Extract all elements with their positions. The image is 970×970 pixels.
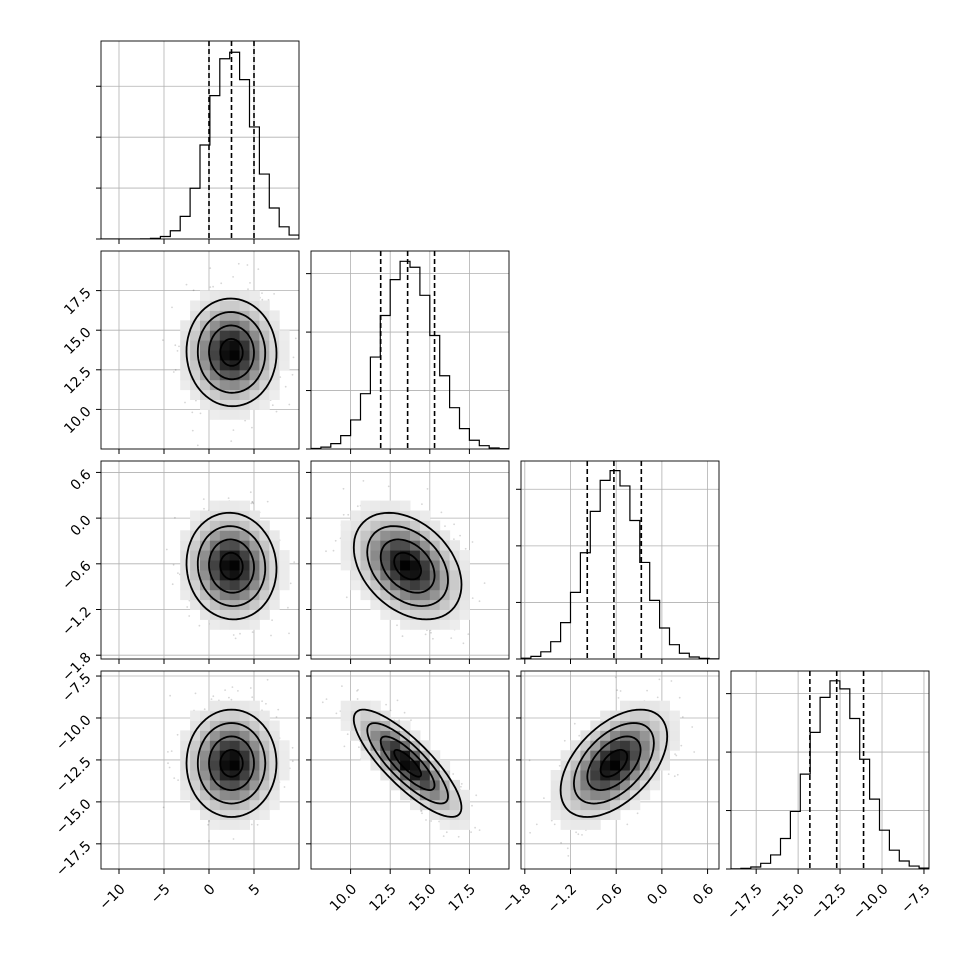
panel-frame	[310, 670, 510, 870]
contour-level-4	[185, 708, 278, 818]
contour-level-4	[559, 708, 669, 818]
x-tick-label: 15.0	[406, 881, 439, 914]
histogram-series	[731, 680, 929, 869]
density-blocks	[180, 500, 290, 630]
contour-level-4	[352, 708, 463, 818]
x-tick-label: −0.6	[590, 881, 625, 916]
contour-level-1	[393, 551, 423, 581]
panel-frame	[310, 250, 510, 450]
contour-level-4	[185, 297, 278, 408]
y-tick-label: 15.0	[61, 325, 94, 358]
contour-level-1	[219, 551, 244, 581]
x-tick-label: 5	[246, 881, 264, 899]
density-blocks	[340, 500, 470, 630]
x-tick-label: −17.5	[724, 881, 766, 923]
histogram-series	[101, 51, 299, 239]
contour-level-1	[219, 749, 244, 778]
x-tick-label: −10	[96, 881, 128, 913]
panel-1-0: 10.0 12.5 15.0 17.5	[61, 250, 300, 454]
contour-level-2	[379, 538, 436, 594]
y-tick-label: −1.2	[59, 604, 94, 639]
contour-level-3	[366, 722, 449, 805]
x-tick-label: −1.8	[499, 881, 534, 916]
y-tick-label: −17.5	[53, 838, 95, 880]
contour-level-4	[185, 511, 278, 621]
panel-0-0	[96, 40, 300, 244]
x-tick-label: −10.0	[850, 881, 892, 923]
x-tick-label: −12.5	[808, 881, 850, 923]
panel-2-1	[306, 460, 510, 664]
panel-1-1	[306, 250, 510, 454]
contour-level-1	[599, 749, 629, 778]
contour-level-3	[196, 722, 267, 805]
y-tick-label: 12.5	[61, 364, 94, 397]
panel-frame	[730, 670, 930, 870]
y-tick-label: −15.0	[53, 796, 95, 838]
contour-level-2	[208, 324, 255, 381]
panel-frame	[100, 460, 300, 660]
contour-level-4	[352, 511, 463, 621]
x-tick-label: −1.2	[545, 881, 580, 916]
x-tick-label: −15.0	[766, 881, 808, 923]
x-tick-label: 12.5	[366, 881, 399, 914]
y-tick-label: 0.6	[68, 467, 95, 494]
x-tick-label: −7.5	[898, 881, 933, 916]
x-tick-label: −5	[148, 881, 174, 907]
panel-3-3: −17.5 −15.0 −12.5 −10.0 −7.5	[724, 670, 934, 923]
y-tick-label: −12.5	[53, 754, 95, 796]
y-tick-label: 17.5	[61, 285, 94, 318]
contour-level-2	[208, 735, 255, 792]
y-tick-label: 10.0	[61, 404, 94, 437]
y-tick-label: 0.0	[68, 512, 95, 539]
panel-2-2	[516, 460, 720, 664]
panel-frame	[520, 460, 720, 660]
contour-level-2	[379, 735, 436, 791]
x-tick-label: 17.5	[446, 881, 479, 914]
panel-frame	[520, 670, 720, 870]
panel-3-0: −17.5−15.0−12.5−10.0−7.5−10 −5 0 5	[53, 670, 300, 914]
y-tick-label: −0.6	[59, 558, 94, 593]
panel-frame	[100, 40, 300, 240]
y-tick-label: −10.0	[53, 712, 95, 754]
density-blocks	[550, 700, 680, 830]
density-blocks	[180, 700, 290, 830]
contour-level-1	[393, 749, 422, 778]
contour-level-3	[196, 311, 267, 394]
x-tick-label: 0.0	[644, 881, 671, 908]
x-tick-label: 0.6	[690, 881, 717, 908]
panel-frame	[100, 670, 300, 870]
histogram-series	[311, 260, 509, 449]
density-blocks	[340, 700, 470, 830]
contour-level-3	[196, 525, 267, 608]
contour-level-3	[572, 722, 655, 805]
panel-3-1: 10.0 12.5 15.0 17.5	[306, 670, 510, 915]
panel-frame	[100, 250, 300, 450]
panel-3-2: −1.8 −1.2 −0.6 0.0 0.6	[499, 670, 720, 917]
contour-level-1	[219, 337, 244, 367]
histogram-series	[521, 470, 719, 659]
contour-level-3	[366, 525, 449, 608]
x-tick-label: 10.0	[327, 881, 360, 914]
x-tick-label: 0	[201, 881, 219, 899]
contour-level-2	[586, 735, 642, 792]
panel-2-0: −1.8−1.2−0.60.00.6	[59, 460, 300, 685]
panel-frame	[310, 460, 510, 660]
contour-level-2	[208, 538, 255, 594]
